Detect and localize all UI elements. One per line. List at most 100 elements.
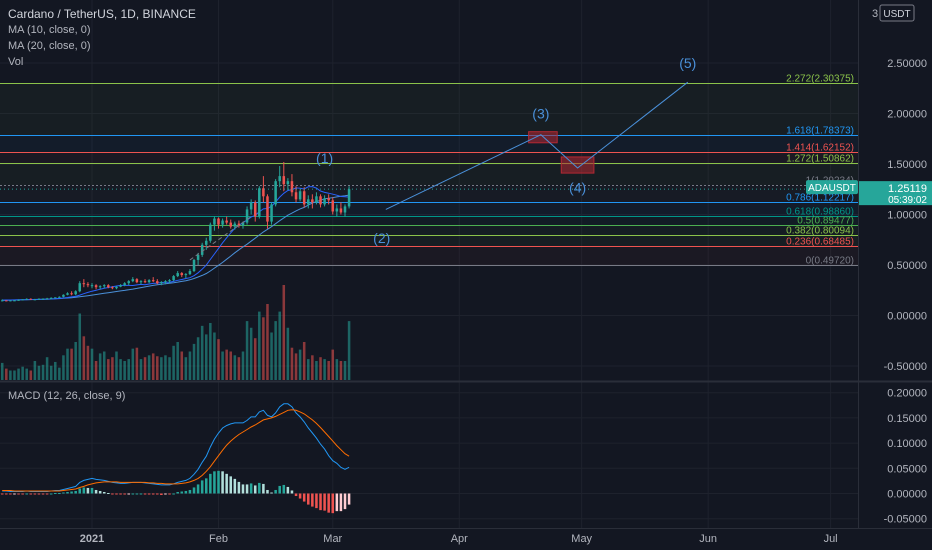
candle-body (274, 181, 277, 205)
dashed-trend-line (189, 216, 252, 261)
volume-bar (290, 347, 294, 380)
candle-body (180, 273, 184, 276)
macd-histogram-bar (298, 493, 302, 499)
volume-bar (237, 357, 241, 380)
candle-body (33, 299, 37, 301)
macd-histogram-bar (107, 492, 110, 494)
volume-bar (241, 351, 245, 380)
volume-bar (135, 347, 139, 380)
volume-bar (123, 361, 126, 380)
macd-histogram-bar (319, 493, 322, 511)
volume-bar (262, 317, 265, 380)
volume-bar (176, 342, 179, 380)
price-axis-tick: 2.00000 (887, 109, 927, 121)
candle-body (192, 259, 196, 272)
time-axis-tick: Feb (209, 533, 228, 545)
volume-bar (143, 357, 147, 380)
candle-body (82, 283, 86, 285)
macd-histogram-bar (33, 493, 37, 495)
volume-bar (323, 359, 326, 380)
candle-body (160, 282, 163, 284)
candle-body (286, 181, 290, 185)
macd-histogram-bar (262, 483, 265, 494)
macd-legend[interactable]: MACD (12, 26, close, 9) (8, 390, 126, 402)
ma10-legend[interactable]: MA (10, close, 0) (8, 24, 91, 36)
volume-bar (127, 359, 130, 380)
candle-body (237, 223, 241, 226)
volume-bar (221, 351, 224, 380)
ma20-legend[interactable]: MA (20, close, 0) (8, 40, 91, 52)
volume-bar (107, 359, 110, 380)
volume-bar (319, 357, 322, 380)
volume-bar (249, 327, 253, 380)
volume-bar (17, 368, 20, 380)
candle-body (66, 293, 69, 295)
macd-histogram-bar (78, 488, 82, 494)
volume-bar (151, 353, 155, 380)
candle-body (70, 293, 73, 295)
candle-body (266, 196, 269, 222)
price-axis-tick: 1.50000 (887, 159, 927, 171)
candle-body (302, 191, 306, 205)
volume-bar (54, 361, 57, 380)
volume-bar (168, 357, 171, 380)
macd-histogram-bar (192, 487, 196, 494)
candle-body (131, 279, 135, 282)
macd-histogram-bar (270, 492, 273, 494)
candle-body (335, 208, 339, 212)
candle-body (172, 276, 175, 281)
volume-bar (29, 370, 33, 380)
volume-bar (13, 370, 16, 380)
volume-bar (49, 365, 53, 380)
time-axis-tick: 2021 (80, 533, 104, 545)
macd-axis-tick: 0.05000 (887, 463, 927, 475)
time-axis-tick: Jul (824, 533, 838, 545)
candle-body (249, 202, 253, 210)
volume-bar (164, 355, 167, 380)
volume-bar (192, 343, 196, 380)
fib-level-label: 0.382(0.80094) (786, 226, 854, 237)
macd-histogram-bar (249, 483, 253, 494)
macd-histogram-bar (172, 493, 175, 495)
candle-body (25, 298, 28, 300)
symbol-price-label: ADAUSDT (808, 183, 856, 194)
volume-bar (5, 368, 8, 380)
macd-histogram-bar (5, 493, 8, 495)
macd-histogram-bar (176, 491, 179, 494)
candle-body (62, 294, 65, 297)
volume-bar (200, 325, 204, 380)
volume-bar (94, 361, 98, 380)
macd-histogram-bar (237, 481, 241, 494)
candle-body (54, 297, 57, 299)
fib-band (0, 135, 858, 152)
candle-body (319, 196, 322, 205)
fib-level-label: 0.236(0.68485) (786, 237, 854, 248)
macd-histogram-bar (66, 491, 69, 494)
volume-bar (188, 351, 192, 380)
fib-band (0, 225, 858, 235)
fib-band (0, 152, 858, 163)
macd-histogram-bar (62, 492, 65, 494)
macd-histogram-bar (21, 493, 24, 495)
candle-body (9, 300, 12, 302)
candle-body (307, 199, 310, 205)
price-axis-tick: 0.50000 (887, 260, 927, 272)
macd-histogram-bar (58, 492, 61, 494)
candle-body (209, 224, 212, 241)
macd-histogram-bar (168, 493, 171, 495)
macd-histogram-bar (339, 493, 343, 512)
macd-histogram-bar (311, 493, 314, 507)
volume-bar (45, 357, 49, 380)
macd-histogram-bar (343, 493, 347, 510)
macd-histogram-bar (233, 478, 237, 494)
macd-histogram-bar (245, 484, 249, 494)
macd-histogram-bar (180, 491, 184, 494)
volume-legend[interactable]: Vol (8, 56, 24, 68)
fib-band (0, 235, 858, 246)
candle-body (147, 280, 151, 283)
macd-histogram-bar (143, 493, 147, 495)
volume-bar (86, 345, 90, 380)
candle-body (196, 254, 200, 260)
wave-label: (2) (373, 230, 390, 246)
